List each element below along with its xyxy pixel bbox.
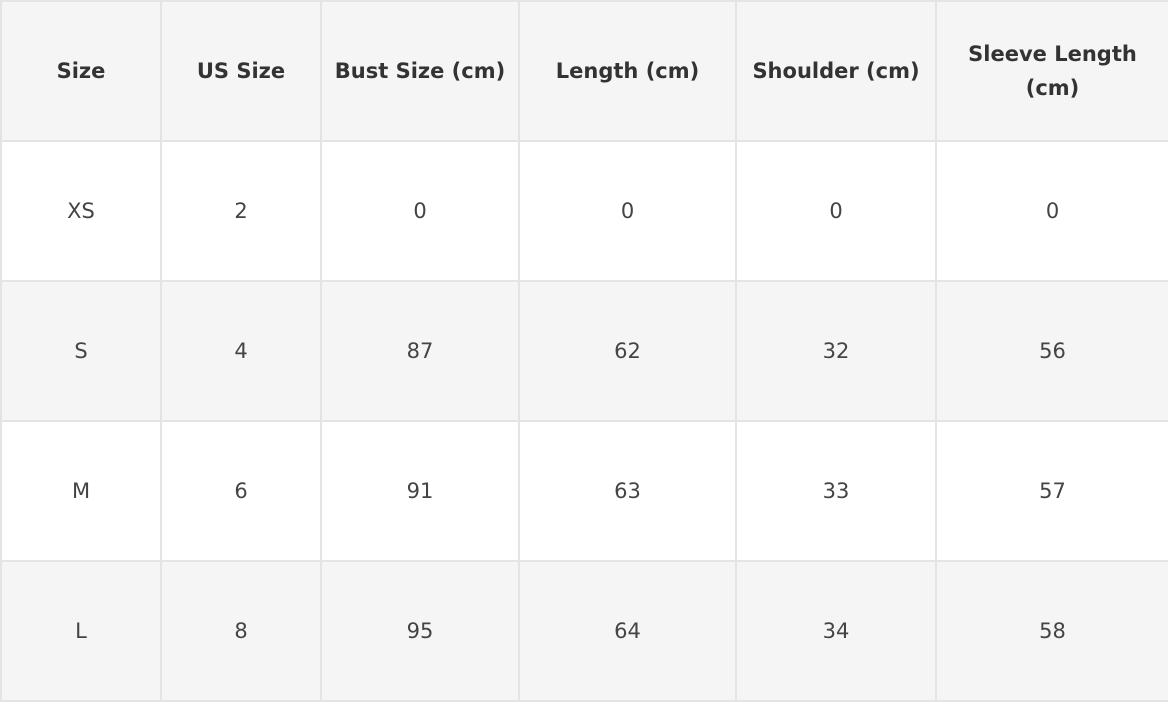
table-cell: S [0, 280, 162, 422]
table-cell: M [0, 420, 162, 562]
table-cell: 56 [935, 280, 1168, 422]
table-cell: 62 [518, 280, 737, 422]
header-row: Size US Size Bust Size (cm) Length (cm) … [0, 0, 1168, 142]
table-cell: 8 [160, 560, 322, 702]
table-row: M 6 91 63 33 57 [0, 420, 1168, 562]
table-cell: 0 [320, 140, 520, 282]
table-cell: 63 [518, 420, 737, 562]
table-cell: XS [0, 140, 162, 282]
table-cell: 0 [935, 140, 1168, 282]
header-length: Length (cm) [518, 0, 737, 142]
table-row: S 4 87 62 32 56 [0, 280, 1168, 422]
table-cell: 2 [160, 140, 322, 282]
header-shoulder: Shoulder (cm) [735, 0, 937, 142]
table-cell: 0 [735, 140, 937, 282]
header-size: Size [0, 0, 162, 142]
table-cell: 91 [320, 420, 520, 562]
table-cell: 57 [935, 420, 1168, 562]
table-cell: 95 [320, 560, 520, 702]
table-cell: 58 [935, 560, 1168, 702]
table-cell: 33 [735, 420, 937, 562]
table-cell: 4 [160, 280, 322, 422]
table-cell: 0 [518, 140, 737, 282]
table-row: L 8 95 64 34 58 [0, 560, 1168, 702]
table-row: XS 2 0 0 0 0 [0, 140, 1168, 282]
header-us-size: US Size [160, 0, 322, 142]
table-cell: 32 [735, 280, 937, 422]
header-sleeve-length: Sleeve Length (cm) [935, 0, 1168, 142]
table-cell: 34 [735, 560, 937, 702]
table-cell: 6 [160, 420, 322, 562]
table-cell: L [0, 560, 162, 702]
table-cell: 87 [320, 280, 520, 422]
table-cell: 64 [518, 560, 737, 702]
header-bust-size: Bust Size (cm) [320, 0, 520, 142]
